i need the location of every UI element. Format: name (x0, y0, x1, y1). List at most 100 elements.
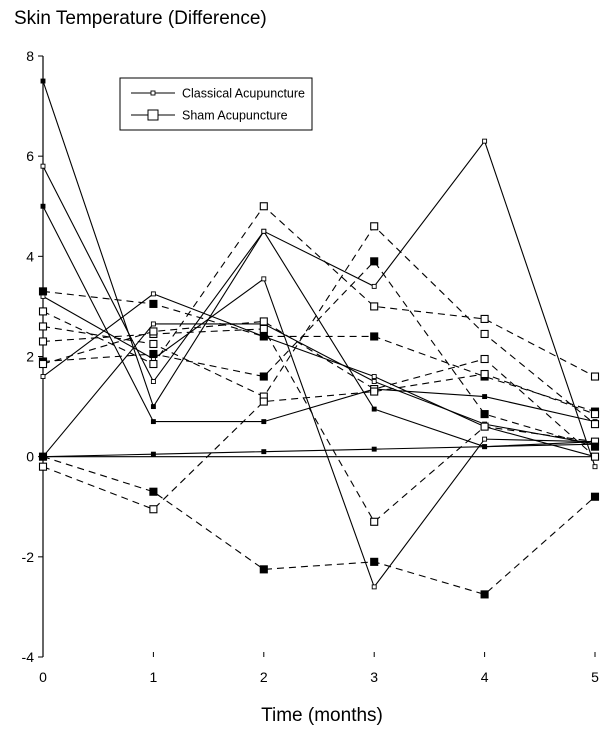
x-tick-label: 3 (370, 669, 378, 685)
data-point-marker (149, 359, 158, 369)
legend-box (119, 77, 313, 131)
data-point-marker (482, 444, 488, 450)
y-tick-label: 4 (26, 248, 34, 264)
series-line-classical-4 (42, 293, 596, 458)
data-point-marker (371, 379, 377, 384)
data-point-marker (370, 387, 379, 396)
data-point-marker (38, 287, 48, 296)
series-line-classical-3 (42, 277, 596, 589)
data-point-marker (40, 163, 46, 169)
data-point-marker (149, 487, 158, 496)
data-point-marker (150, 404, 156, 410)
data-point-marker (590, 410, 600, 419)
series-line-classical-2 (42, 205, 596, 423)
data-point-marker (259, 397, 268, 406)
series-line-sham-7 (42, 290, 596, 413)
series-line-classical-5 (42, 323, 596, 458)
x-tick-label: 1 (150, 669, 158, 685)
data-point-marker (259, 317, 268, 326)
data-point-marker (150, 321, 156, 327)
legend-label: Classical Acupuncture (182, 87, 305, 101)
data-point-marker (149, 349, 158, 359)
data-point-marker (150, 419, 156, 425)
data-point-marker (480, 314, 489, 323)
series-line-sham-11 (42, 260, 596, 448)
data-point-marker (150, 451, 156, 457)
data-point-marker (370, 222, 379, 231)
series-line-sham-9 (42, 225, 596, 425)
data-point-marker (38, 307, 48, 316)
x-tick-label: 4 (481, 669, 489, 685)
y-tick-label: 2 (26, 349, 34, 365)
series-line-classical-1 (42, 139, 596, 467)
y-tick-label: 8 (26, 48, 34, 64)
series-line-sham-12 (42, 320, 596, 458)
data-point-marker (40, 203, 46, 209)
data-point-marker (259, 202, 268, 211)
data-point-marker (261, 419, 267, 425)
data-point-marker (590, 492, 600, 501)
data-point-marker (370, 332, 379, 341)
chart-title: Skin Temperature (Difference) (14, 8, 267, 29)
data-point-marker (149, 339, 158, 349)
data-point-marker (482, 394, 488, 400)
data-point-marker (480, 422, 489, 431)
data-point-marker (150, 379, 156, 384)
data-point-marker (480, 369, 489, 379)
data-point-marker (590, 420, 600, 429)
x-tick-label: 0 (39, 669, 47, 685)
data-point-marker (371, 406, 377, 412)
x-tick-label: 2 (260, 669, 268, 685)
data-point-marker (371, 446, 377, 452)
data-point-marker (38, 337, 48, 346)
data-point-marker (480, 354, 489, 364)
data-point-marker (590, 442, 600, 451)
series-line-sham-13 (42, 456, 596, 596)
data-point-marker (590, 452, 600, 461)
data-point-marker (482, 138, 488, 144)
data-point-marker (149, 327, 158, 336)
legend-label: Sham Acupuncture (182, 109, 288, 123)
data-point-marker (261, 449, 267, 455)
data-point-marker (259, 324, 268, 334)
data-point-marker (370, 302, 379, 311)
data-point-marker (259, 332, 268, 341)
data-point-marker (480, 410, 489, 419)
data-point-marker (592, 464, 598, 470)
y-tick-label: 6 (26, 148, 34, 164)
series-line-classical-6 (42, 443, 596, 458)
y-tick-label: 0 (26, 449, 34, 465)
data-point-marker (40, 78, 46, 84)
x-tick-label: 5 (591, 669, 599, 685)
data-point-marker (150, 291, 156, 297)
data-point-marker (149, 505, 158, 514)
series-lines (42, 80, 596, 596)
data-point-marker (261, 276, 267, 282)
data-point-marker (38, 322, 48, 331)
legend: Classical Acupuncture Sham Acupuncture (119, 77, 313, 131)
series-markers (38, 78, 600, 599)
data-point-marker (40, 374, 46, 379)
data-point-marker (371, 584, 377, 590)
data-point-marker (261, 228, 267, 234)
series-line-classical-0 (42, 80, 596, 448)
data-point-marker (38, 452, 48, 461)
data-point-marker (480, 329, 489, 339)
data-point-marker (371, 374, 377, 379)
data-point-marker (370, 517, 379, 526)
y-tick-label: -2 (22, 549, 35, 565)
data-point-marker (259, 565, 268, 574)
data-point-marker (149, 299, 158, 308)
legend-marker-large-square (147, 109, 159, 121)
data-point-marker (482, 436, 488, 442)
data-point-marker (38, 462, 48, 471)
axes: -4 -2 0 2 4 6 8 0 1 2 3 4 5 (22, 48, 600, 685)
data-point-marker (370, 257, 379, 266)
series-line-sham-14 (42, 373, 596, 510)
data-point-marker (370, 557, 379, 566)
legend-marker-small-square (150, 90, 156, 96)
data-point-marker (38, 359, 48, 369)
x-axis-title: Time (months) (261, 705, 383, 726)
data-point-marker (371, 283, 377, 289)
